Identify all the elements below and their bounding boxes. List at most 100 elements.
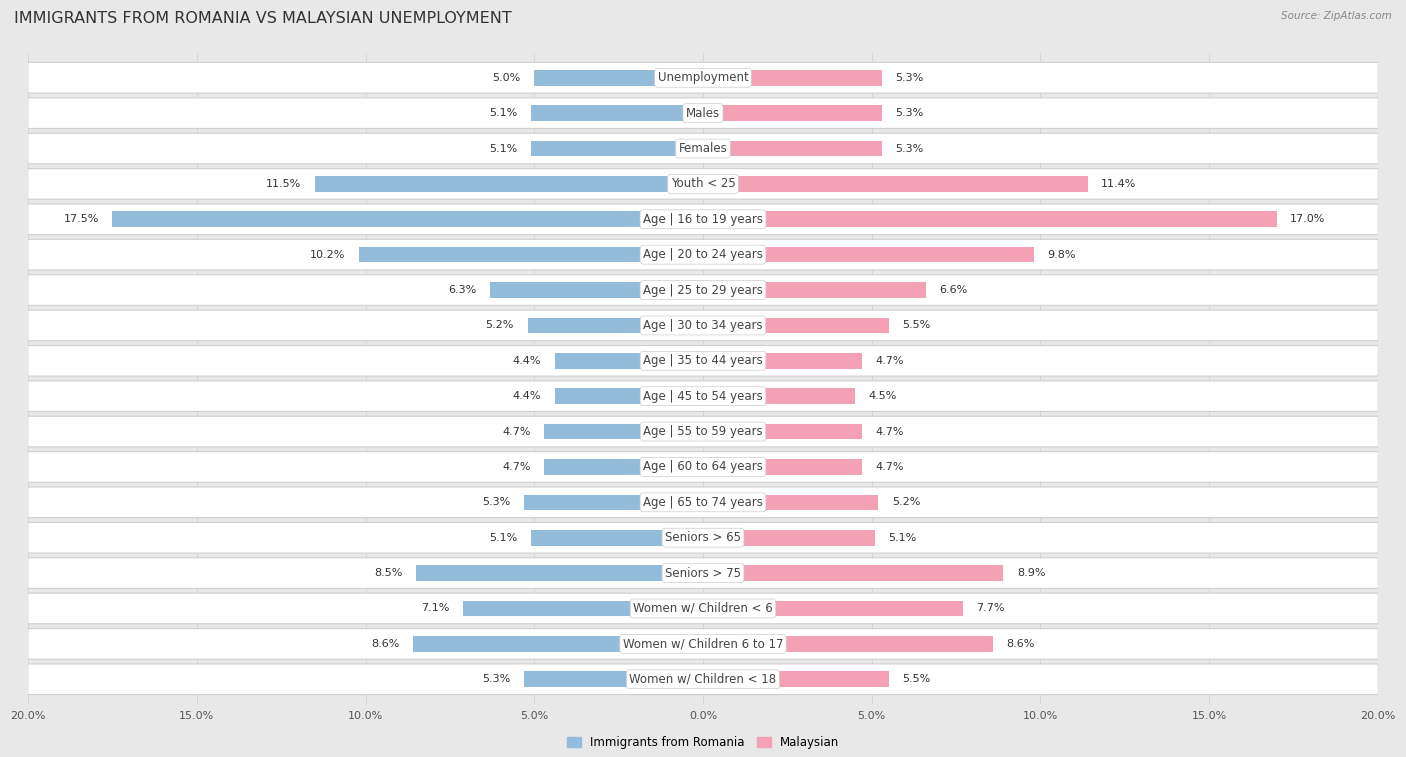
Bar	[524, 671, 703, 687]
Bar	[703, 211, 1277, 227]
Text: 5.5%: 5.5%	[903, 674, 931, 684]
Text: 4.4%: 4.4%	[513, 391, 541, 401]
Bar	[703, 636, 993, 652]
Bar	[527, 318, 703, 333]
FancyBboxPatch shape	[28, 628, 1378, 659]
Text: 5.3%: 5.3%	[896, 144, 924, 154]
FancyBboxPatch shape	[28, 98, 1378, 129]
Text: 4.7%: 4.7%	[875, 462, 904, 472]
Bar	[554, 388, 703, 404]
Bar	[703, 565, 1004, 581]
Text: 7.7%: 7.7%	[976, 603, 1005, 613]
FancyBboxPatch shape	[28, 133, 1378, 164]
Bar	[703, 601, 963, 616]
Bar	[112, 211, 703, 227]
Text: 4.5%: 4.5%	[869, 391, 897, 401]
Text: Age | 45 to 54 years: Age | 45 to 54 years	[643, 390, 763, 403]
Text: 11.4%: 11.4%	[1101, 179, 1136, 189]
Text: Age | 30 to 34 years: Age | 30 to 34 years	[643, 319, 763, 332]
Text: Age | 55 to 59 years: Age | 55 to 59 years	[643, 425, 763, 438]
Text: Males: Males	[686, 107, 720, 120]
Bar	[359, 247, 703, 263]
Text: 17.5%: 17.5%	[63, 214, 98, 224]
Text: Age | 35 to 44 years: Age | 35 to 44 years	[643, 354, 763, 367]
Text: 5.3%: 5.3%	[896, 108, 924, 118]
Text: 6.3%: 6.3%	[449, 285, 477, 295]
Text: Source: ZipAtlas.com: Source: ZipAtlas.com	[1281, 11, 1392, 21]
Text: 10.2%: 10.2%	[309, 250, 346, 260]
Bar	[703, 70, 882, 86]
Text: 9.8%: 9.8%	[1047, 250, 1076, 260]
Text: 8.5%: 8.5%	[374, 568, 402, 578]
Text: 4.7%: 4.7%	[502, 462, 531, 472]
Bar	[703, 671, 889, 687]
FancyBboxPatch shape	[28, 593, 1378, 624]
Bar	[491, 282, 703, 298]
Bar	[703, 176, 1088, 192]
Text: 8.6%: 8.6%	[371, 639, 399, 649]
Text: Age | 20 to 24 years: Age | 20 to 24 years	[643, 248, 763, 261]
Text: 5.2%: 5.2%	[891, 497, 921, 507]
Text: Females: Females	[679, 142, 727, 155]
Legend: Immigrants from Romania, Malaysian: Immigrants from Romania, Malaysian	[562, 731, 844, 753]
Text: 11.5%: 11.5%	[266, 179, 301, 189]
FancyBboxPatch shape	[28, 416, 1378, 447]
Bar	[554, 353, 703, 369]
Text: Seniors > 75: Seniors > 75	[665, 566, 741, 580]
Text: 5.5%: 5.5%	[903, 320, 931, 330]
FancyBboxPatch shape	[28, 239, 1378, 270]
Text: 7.1%: 7.1%	[422, 603, 450, 613]
Text: 8.9%: 8.9%	[1017, 568, 1045, 578]
Bar	[416, 565, 703, 581]
FancyBboxPatch shape	[28, 522, 1378, 553]
Bar	[703, 388, 855, 404]
Text: Age | 60 to 64 years: Age | 60 to 64 years	[643, 460, 763, 473]
Bar	[413, 636, 703, 652]
FancyBboxPatch shape	[28, 310, 1378, 341]
Bar	[703, 141, 882, 156]
Text: Seniors > 65: Seniors > 65	[665, 531, 741, 544]
Bar	[315, 176, 703, 192]
Bar	[544, 424, 703, 439]
Bar	[531, 105, 703, 121]
Text: Unemployment: Unemployment	[658, 71, 748, 84]
Bar	[703, 105, 882, 121]
FancyBboxPatch shape	[28, 558, 1378, 588]
Text: 5.1%: 5.1%	[889, 533, 917, 543]
Bar	[524, 494, 703, 510]
Text: 8.6%: 8.6%	[1007, 639, 1035, 649]
Text: 5.2%: 5.2%	[485, 320, 515, 330]
FancyBboxPatch shape	[28, 275, 1378, 305]
Text: 5.1%: 5.1%	[489, 533, 517, 543]
Bar	[703, 282, 925, 298]
Bar	[544, 459, 703, 475]
Text: Women w/ Children < 18: Women w/ Children < 18	[630, 673, 776, 686]
Text: 4.4%: 4.4%	[513, 356, 541, 366]
Bar	[464, 601, 703, 616]
Text: IMMIGRANTS FROM ROMANIA VS MALAYSIAN UNEMPLOYMENT: IMMIGRANTS FROM ROMANIA VS MALAYSIAN UNE…	[14, 11, 512, 26]
Text: 5.1%: 5.1%	[489, 144, 517, 154]
Text: Age | 16 to 19 years: Age | 16 to 19 years	[643, 213, 763, 226]
Text: Women w/ Children < 6: Women w/ Children < 6	[633, 602, 773, 615]
Bar	[703, 459, 862, 475]
FancyBboxPatch shape	[28, 487, 1378, 518]
Bar	[703, 424, 862, 439]
Text: 5.3%: 5.3%	[482, 674, 510, 684]
FancyBboxPatch shape	[28, 345, 1378, 376]
Bar	[703, 494, 879, 510]
FancyBboxPatch shape	[28, 63, 1378, 93]
FancyBboxPatch shape	[28, 452, 1378, 482]
Bar	[703, 530, 875, 546]
Text: Women w/ Children 6 to 17: Women w/ Children 6 to 17	[623, 637, 783, 650]
FancyBboxPatch shape	[28, 204, 1378, 235]
Text: Age | 25 to 29 years: Age | 25 to 29 years	[643, 284, 763, 297]
Bar	[534, 70, 703, 86]
Text: 5.3%: 5.3%	[482, 497, 510, 507]
Text: 6.6%: 6.6%	[939, 285, 967, 295]
Text: 17.0%: 17.0%	[1291, 214, 1326, 224]
Bar	[531, 141, 703, 156]
Text: 5.3%: 5.3%	[896, 73, 924, 83]
Text: 4.7%: 4.7%	[875, 427, 904, 437]
Bar	[703, 318, 889, 333]
Text: Youth < 25: Youth < 25	[671, 177, 735, 191]
